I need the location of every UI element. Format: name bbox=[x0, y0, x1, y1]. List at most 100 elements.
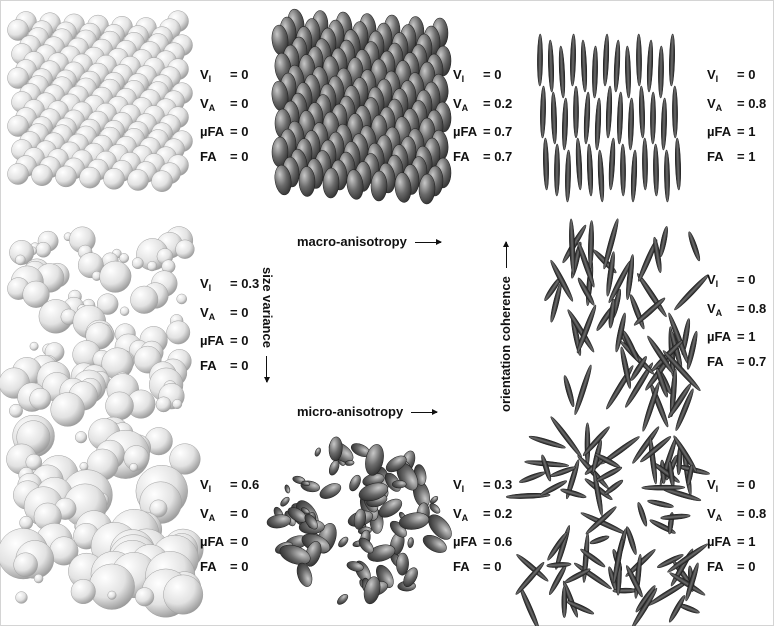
random-stick bbox=[632, 426, 660, 464]
param-value: = 1 bbox=[737, 329, 756, 344]
param-key-text: µFA bbox=[707, 534, 732, 549]
param-value: = 1 bbox=[737, 534, 756, 549]
sphere bbox=[7, 67, 29, 89]
param-row: VA = 0.8 bbox=[707, 502, 766, 531]
random-stick bbox=[657, 554, 684, 569]
random-ellipsoid bbox=[304, 513, 318, 530]
aligned-stick bbox=[625, 45, 631, 99]
aligned-stick bbox=[580, 39, 588, 93]
sphere bbox=[149, 499, 168, 518]
prolate-ellipsoid bbox=[346, 169, 364, 200]
param-block-r3c2: VI = 0.3 VA = 0.2 µFA = 0.6 FA = 0 bbox=[453, 473, 512, 579]
aligned-stick bbox=[620, 143, 626, 197]
stick bbox=[615, 312, 626, 353]
param-block-r2c3: VI = 0 VA = 0.8 µFA = 1 FA = 0.7 bbox=[707, 268, 766, 374]
prolate-ellipsoid bbox=[298, 166, 316, 197]
random-ellipsoid bbox=[328, 436, 343, 462]
random-stick bbox=[546, 562, 572, 568]
aligned-stick bbox=[646, 39, 654, 93]
param-key-text: V bbox=[707, 67, 716, 82]
random-stick bbox=[515, 562, 545, 595]
stick bbox=[626, 254, 635, 301]
param-key-text: FA bbox=[200, 558, 217, 574]
param-row: VI = 0 bbox=[707, 473, 766, 502]
param-block-r3c1: VI = 0.6 VA = 0 µFA = 0 FA = 0 bbox=[200, 473, 259, 579]
sphere bbox=[7, 163, 29, 185]
random-ellipsoid bbox=[319, 483, 342, 499]
sphere bbox=[7, 115, 29, 137]
random-stick bbox=[516, 554, 549, 582]
stick bbox=[608, 298, 616, 329]
random-stick bbox=[637, 502, 648, 527]
aligned-stick bbox=[592, 45, 598, 99]
param-key: FA bbox=[200, 354, 230, 379]
sphere bbox=[22, 280, 50, 308]
aligned-stick bbox=[602, 33, 610, 87]
aligned-stick bbox=[636, 33, 642, 87]
random-ellipsoid bbox=[403, 567, 418, 588]
sphere bbox=[70, 579, 96, 605]
param-key: VA bbox=[707, 92, 737, 121]
random-stick bbox=[600, 436, 640, 465]
param-key-text: V bbox=[453, 95, 462, 111]
param-key-subscript: A bbox=[208, 311, 216, 322]
param-value: = 0 bbox=[230, 67, 249, 82]
stick bbox=[588, 220, 594, 270]
param-block-r3c3: VI = 0 VA = 0.8 µFA = 1 FA = 0 bbox=[707, 473, 766, 579]
random-stick bbox=[589, 535, 610, 545]
stick bbox=[669, 368, 677, 418]
random-stick bbox=[580, 548, 606, 568]
param-value: = 0.3 bbox=[230, 276, 260, 291]
random-stick bbox=[640, 436, 672, 463]
macro-anisotropy-label: macro-anisotropy bbox=[297, 234, 442, 249]
param-key-text: FA bbox=[707, 148, 724, 164]
param-key-subscript: I bbox=[208, 484, 212, 494]
param-block-r2c1: VI = 0.3 VA = 0 µFA = 0 FA = 0 bbox=[200, 272, 259, 378]
sphere bbox=[172, 399, 183, 410]
param-key-text: FA bbox=[200, 148, 217, 164]
sphere bbox=[79, 166, 101, 189]
random-ellipsoid bbox=[280, 496, 290, 507]
param-row: VI = 0 bbox=[453, 63, 512, 92]
sphere bbox=[99, 260, 132, 293]
param-key: VI bbox=[200, 473, 230, 502]
param-key-subscript: A bbox=[715, 512, 723, 523]
panel-4-spheres-varied bbox=[0, 226, 195, 427]
param-key-text: V bbox=[707, 272, 716, 287]
prolate-ellipsoid bbox=[274, 164, 292, 196]
panel-9-sticks-random bbox=[505, 416, 710, 626]
random-stick bbox=[667, 543, 708, 573]
sphere bbox=[131, 257, 144, 270]
sphere bbox=[31, 164, 53, 186]
param-key-text: FA bbox=[707, 558, 724, 574]
random-stick bbox=[505, 492, 551, 499]
aligned-stick bbox=[669, 33, 675, 87]
param-key-text: V bbox=[200, 67, 209, 82]
aligned-stick bbox=[543, 137, 549, 191]
stick bbox=[686, 330, 698, 370]
param-key-text: V bbox=[200, 505, 209, 521]
aligned-stick bbox=[554, 143, 560, 197]
random-stick bbox=[565, 459, 580, 500]
param-value: = 0.8 bbox=[737, 505, 767, 521]
micro-anisotropy-label: micro-anisotropy bbox=[297, 404, 439, 419]
aligned-stick bbox=[658, 45, 664, 99]
prolate-ellipsoid bbox=[322, 167, 340, 199]
random-stick bbox=[582, 426, 610, 457]
up-arrow-icon bbox=[506, 242, 508, 269]
param-row: FA = 0 bbox=[453, 555, 512, 580]
random-ellipsoid bbox=[367, 544, 396, 562]
random-stick bbox=[647, 499, 674, 508]
random-ellipsoid bbox=[396, 552, 409, 576]
sphere bbox=[166, 320, 191, 345]
param-key-subscript: I bbox=[461, 74, 465, 84]
param-key: µFA bbox=[707, 325, 737, 350]
param-value: = 0.8 bbox=[737, 95, 767, 111]
param-value: = 0 bbox=[230, 95, 249, 111]
param-row: µFA = 0 bbox=[200, 120, 248, 145]
param-value: = 0.2 bbox=[483, 95, 513, 111]
param-row: FA = 1 bbox=[707, 145, 766, 170]
panel-3-sticks-aligned bbox=[537, 33, 681, 203]
param-key-subscript: A bbox=[715, 307, 723, 318]
sphere bbox=[9, 403, 23, 418]
